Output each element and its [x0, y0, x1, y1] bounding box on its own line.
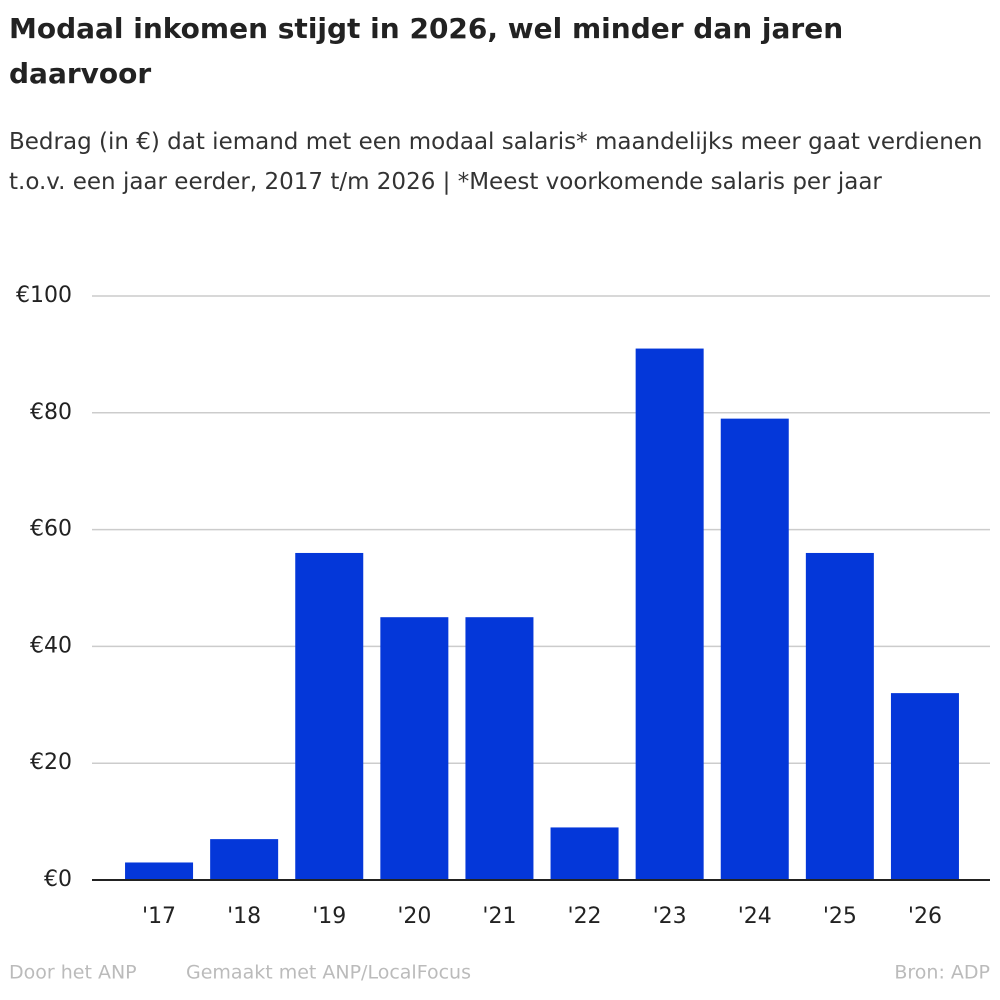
chart-subtitle: Bedrag (in €) dat iemand met een modaal …: [9, 129, 983, 195]
footer-source: Bron: ADP: [894, 962, 990, 984]
bar: [550, 827, 619, 880]
chart-title: Modaal inkomen stijgt in 2026, wel minde…: [9, 12, 844, 90]
bar: [210, 839, 279, 880]
y-tick-label: €0: [44, 867, 72, 892]
y-tick-label: €20: [30, 750, 72, 775]
x-tick-label: '22: [568, 904, 602, 929]
bar: [295, 552, 364, 880]
bar: [380, 617, 449, 880]
y-tick-label: €40: [30, 633, 72, 658]
footer-credit: Door het ANP: [9, 962, 137, 984]
x-tick-label: '20: [397, 904, 431, 929]
x-tick-label: '19: [312, 904, 346, 929]
x-tick-label: '21: [482, 904, 516, 929]
bar: [890, 693, 959, 880]
x-tick-label: '23: [653, 904, 687, 929]
bar: [465, 617, 534, 880]
bar: [635, 348, 704, 880]
x-tick-label: '25: [823, 904, 857, 929]
footer-made-with: Gemaakt met ANP/LocalFocus: [186, 962, 471, 984]
bar: [125, 862, 194, 880]
bar: [720, 418, 789, 880]
y-tick-label: €80: [30, 400, 72, 425]
x-tick-label: '17: [142, 904, 176, 929]
x-tick-label: '26: [908, 904, 942, 929]
x-tick-label: '24: [738, 904, 772, 929]
y-tick-label: €60: [30, 517, 72, 542]
bar: [805, 552, 874, 880]
y-tick-label: €100: [16, 283, 72, 308]
x-tick-label: '18: [227, 904, 261, 929]
